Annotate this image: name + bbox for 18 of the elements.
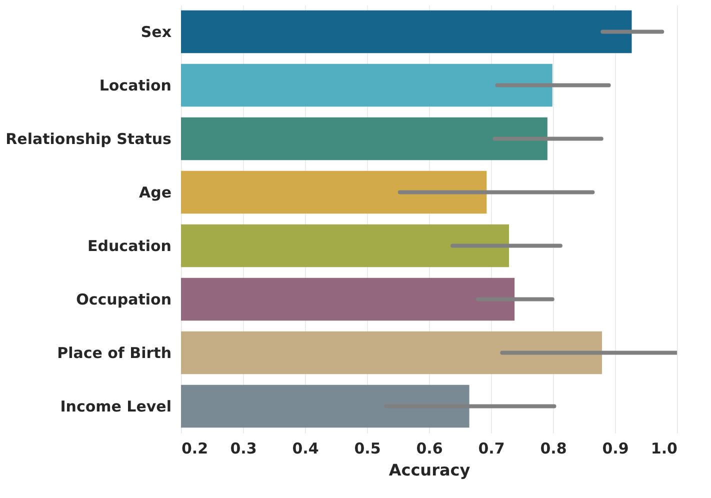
y-tick-label: Occupation (76, 290, 172, 308)
x-tick-label: 0.6 (416, 440, 443, 458)
x-tick-label: 0.8 (540, 440, 567, 458)
y-tick-label: Age (138, 183, 172, 202)
y-tick-label: Sex (140, 22, 172, 41)
x-tick-label: 0.5 (354, 440, 381, 458)
x-tick-label: 1.0 (650, 440, 678, 458)
y-tick-label: Place of Birth (57, 344, 172, 362)
x-tick-label: 0.9 (602, 440, 629, 458)
x-tick-label: 0.3 (230, 440, 257, 458)
y-tick-label: Income Level (60, 397, 172, 416)
x-tick-label: 0.7 (478, 440, 505, 458)
y-tick-label: Relationship Status (6, 130, 172, 148)
x-axis-title: Accuracy (388, 460, 471, 480)
y-tick-label: Education (88, 236, 172, 255)
x-tick-label: 0.4 (292, 440, 319, 458)
y-tick-label: Location (99, 76, 172, 94)
x-tick-label: 0.2 (182, 440, 208, 458)
